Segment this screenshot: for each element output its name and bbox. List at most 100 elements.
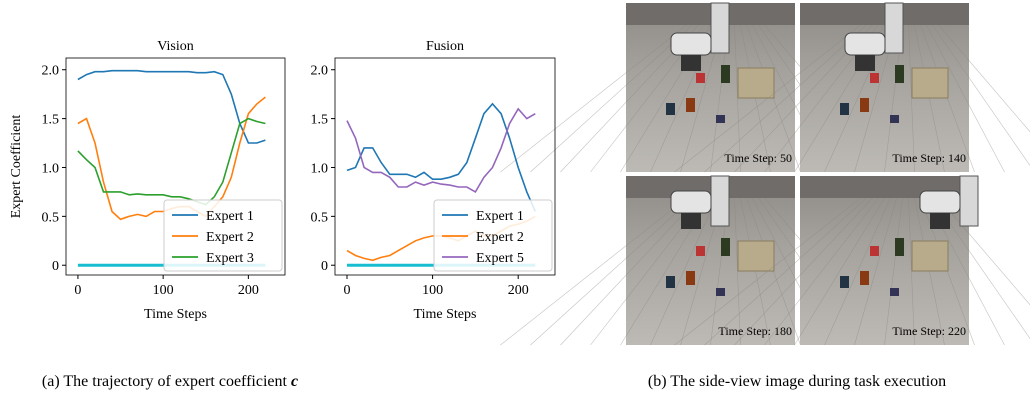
floor-plank — [794, 197, 885, 346]
object — [721, 238, 730, 256]
x-tick-label: 0 — [343, 283, 350, 298]
y-tick-label: 1.0 — [311, 161, 329, 176]
y-tick-label: 0 — [321, 259, 328, 274]
robot-gripper — [844, 32, 886, 56]
y-tick-label: 1.0 — [42, 161, 60, 176]
object — [840, 103, 849, 115]
robot-gripper — [670, 190, 712, 214]
y-tick-label: 1.5 — [311, 113, 329, 128]
plot-frame — [65, 57, 286, 276]
legend-label: Expert 1 — [476, 209, 524, 224]
chart-title: Vision — [157, 39, 194, 54]
floor-plank — [674, 24, 861, 173]
robot-hand — [855, 55, 875, 71]
floor-plank — [560, 197, 699, 346]
x-axis-label: Time Steps — [414, 307, 477, 322]
robot-link — [884, 2, 904, 54]
floor-plank — [824, 197, 891, 346]
y-tick-label: 0.5 — [42, 210, 60, 225]
floor-plank — [884, 197, 903, 346]
object — [895, 238, 904, 256]
object — [860, 98, 869, 112]
floor-plank — [650, 197, 717, 346]
legend-label: Expert 5 — [476, 251, 524, 266]
robot-hand — [681, 55, 701, 71]
floor-plank — [854, 197, 897, 346]
legend-box — [163, 199, 283, 272]
caption-b: (b) The side-view image during task exec… — [648, 373, 946, 390]
floor-plank — [734, 197, 873, 346]
x-tick-label: 100 — [153, 283, 174, 298]
floor-plank — [500, 24, 687, 173]
caption-a-symbol: c — [291, 373, 298, 390]
basket — [737, 67, 775, 99]
y-tick-label: 2.0 — [311, 64, 329, 79]
robot-hand — [930, 213, 950, 229]
series-line — [346, 102, 537, 212]
object — [870, 73, 879, 83]
floor-plank — [704, 197, 867, 346]
object — [840, 276, 849, 288]
y-tick-label: 0.5 — [311, 210, 329, 225]
y-axis-label: Expert Coefficient — [9, 115, 24, 219]
object — [666, 103, 675, 115]
object — [870, 246, 879, 256]
y-tick-label: 0 — [52, 259, 59, 274]
basket — [911, 67, 949, 99]
basket — [737, 240, 775, 272]
floor-plank — [932, 24, 1030, 167]
time-step-label: Time Step: 180 — [718, 324, 792, 338]
floor-plank — [530, 24, 693, 173]
robot-link — [710, 175, 730, 227]
photo: Time Step: 220 — [674, 175, 1030, 346]
time-step-label: Time Step: 140 — [892, 151, 966, 165]
object — [895, 65, 904, 83]
object — [716, 115, 725, 123]
plot-frame — [334, 57, 556, 276]
legend-label: Expert 2 — [206, 230, 254, 245]
robot-gripper — [919, 190, 961, 214]
photo: Time Step: 140 — [674, 2, 1030, 173]
floor-plank — [704, 24, 867, 173]
legend-box — [433, 199, 553, 272]
photo: Time Step: 180 — [500, 175, 891, 346]
x-axis-label: Time Steps — [144, 307, 207, 322]
y-tick-label: 1.5 — [42, 113, 60, 128]
legend-label: Expert 2 — [476, 230, 524, 245]
series-line — [77, 117, 266, 206]
object — [890, 288, 899, 296]
object — [696, 73, 705, 83]
floor-plank — [500, 197, 687, 346]
caption-a: (a) The trajectory of expert coefficient… — [42, 373, 298, 390]
floor-plank — [764, 197, 879, 346]
x-tick-label: 0 — [74, 283, 81, 298]
robot-link — [959, 175, 979, 227]
floor-plank — [938, 24, 1030, 133]
y-tick-label: 2.0 — [42, 64, 60, 79]
time-step-label: Time Step: 50 — [724, 151, 792, 165]
x-tick-label: 200 — [238, 283, 259, 298]
object — [686, 98, 695, 112]
object — [666, 276, 675, 288]
x-tick-label: 100 — [422, 283, 443, 298]
floor-plank — [674, 197, 861, 346]
time-step-label: Time Step: 220 — [892, 324, 966, 338]
object — [686, 271, 695, 285]
object — [890, 115, 899, 123]
series-line — [77, 69, 266, 144]
object — [696, 246, 705, 256]
caption-a-text: (a) The trajectory of expert coefficient — [42, 373, 288, 390]
robot-hand — [681, 213, 701, 229]
legend-label: Expert 3 — [206, 251, 254, 266]
chart-title: Fusion — [426, 39, 464, 54]
robot-link — [710, 2, 730, 54]
x-tick-label: 200 — [508, 283, 529, 298]
basket — [911, 240, 949, 272]
photos: Time Step: 50 Time Step: 140 Time Step: 18… — [500, 2, 1030, 346]
floor-plank — [926, 24, 1005, 173]
floor-plank — [530, 197, 693, 346]
object — [860, 271, 869, 285]
legend-label: Expert 1 — [206, 209, 254, 224]
object — [716, 288, 725, 296]
